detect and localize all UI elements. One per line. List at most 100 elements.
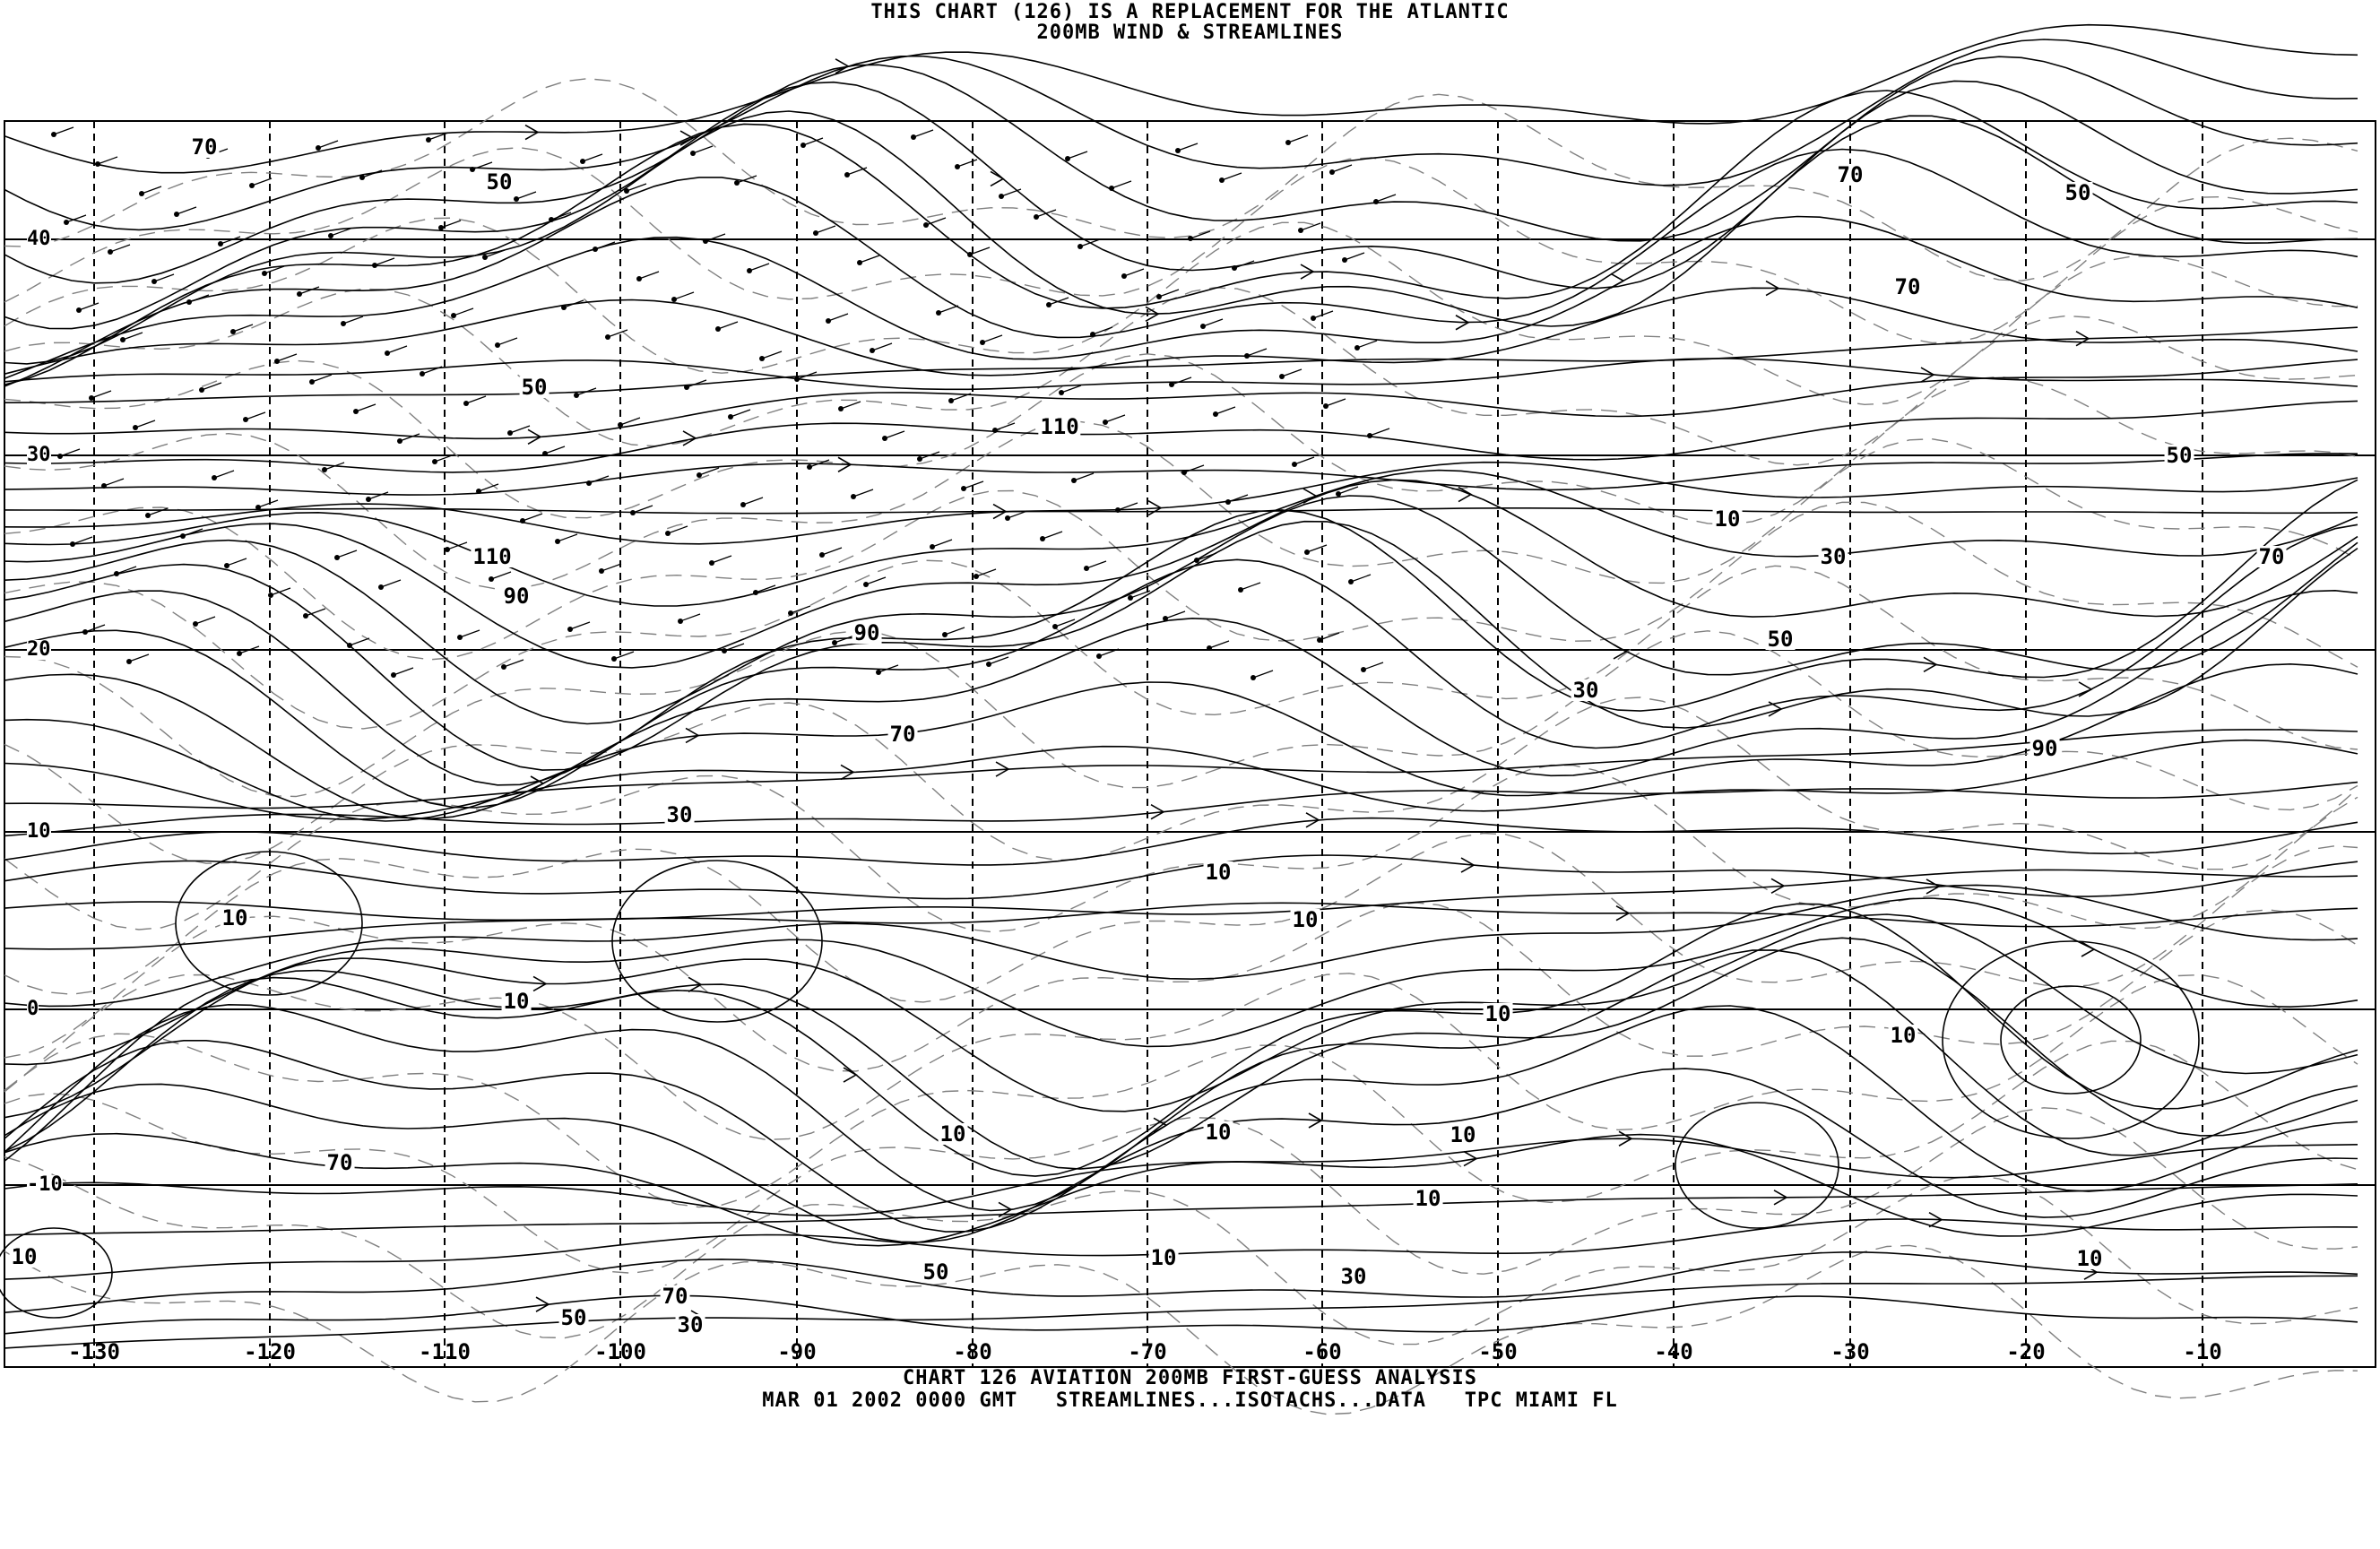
latitude-label: 40 [27,228,51,250]
wind-barb [465,395,487,404]
streamline-arrow [682,430,697,446]
streamline-arrow [1300,264,1315,280]
streamline [4,39,2358,231]
isotach-label: 10 [1712,506,1743,532]
wind-barb [963,480,984,489]
wind-barb [988,656,1009,665]
wind-barb [342,316,364,325]
wind-barb [1246,348,1268,357]
isotach-label: 110 [1038,414,1081,439]
streamline-arrow [2078,681,2093,697]
wind-barb [264,265,285,274]
wind-barb [588,475,610,484]
wind-barb [673,291,695,300]
streamline [4,662,2358,822]
streamline-arrow [532,975,548,992]
wind-barb [53,126,74,135]
isotach-line [4,902,2358,1072]
wind-barb [1129,590,1151,599]
wind-barb [386,345,408,354]
streamline [4,884,2358,1008]
streamline [4,215,2358,379]
streamline [4,1275,2358,1349]
streamline-arrow [835,58,850,74]
streamline [4,507,2358,515]
wind-barb [299,286,320,295]
isotach-label: 10 [1203,860,1233,885]
wind-observations [51,126,1397,680]
streamline [4,80,2358,330]
wind-barb [686,379,707,388]
streamline-arrow [1765,280,1780,297]
isotach-line [4,146,2358,344]
isotach-label: 50 [558,1305,589,1330]
streamline-arrow [1926,878,1941,895]
streamline-arrow [1153,1117,1168,1133]
wind-barb [324,462,345,471]
wind-barb [790,605,811,614]
wind-barb [72,536,93,545]
isotach-label: 90 [501,584,532,609]
streamline [4,358,2358,391]
isotach-label: 70 [1892,274,1923,299]
streamline-arrow [530,775,545,792]
streamline-arrow [990,170,1005,187]
streamline-arrow [837,456,852,472]
streamline [4,869,2358,950]
circulation-streamline [2000,985,2142,1095]
latitude-label: 30 [27,444,51,466]
wind-barb [515,191,537,200]
streamline-arrow [1455,315,1470,331]
wind-barb [305,608,326,617]
streamline-arrow [535,1296,550,1312]
latitude-label: -10 [27,1173,63,1196]
wind-barb [103,478,125,487]
wind-barb [1344,252,1365,261]
isotach-label: 10 [1483,1001,1513,1026]
isotach-label: 90 [852,620,882,645]
longitude-label: -60 [1303,1339,1342,1364]
streamline-arrow [1920,367,1935,383]
wind-barb [749,263,770,272]
streamline [4,359,2358,440]
wind-barb [925,217,947,226]
wind-barb [1117,502,1138,511]
wind-barb [878,664,899,673]
wind-barb [490,571,512,580]
wind-barb [393,667,414,676]
chart-footer-title: CHART 126 AVIATION 200MB FIRST-GUESS ANA… [902,1367,1478,1389]
wind-barb [1158,289,1180,298]
isotach-label: 30 [675,1312,705,1337]
wind-barb [994,422,1016,431]
wind-barb [368,491,389,500]
isotach-label: 10 [1148,1245,1179,1270]
circulation-streamline [175,851,363,996]
wind-barb [453,307,474,316]
streamline [4,479,2358,786]
isotach-label: 50 [484,169,515,195]
isotach-label: 70 [325,1150,355,1175]
wind-barb [1233,260,1255,269]
streamline-arrow [1458,486,1473,503]
isotach-line [4,353,2358,525]
wind-barb [1060,385,1082,394]
streamline-arrow [843,1067,858,1083]
streamline [4,1005,2358,1233]
streamline [4,524,2358,809]
isotach-line [4,559,2358,750]
wind-barb [1337,486,1359,495]
isotach-label: 10 [1888,1023,1918,1048]
wind-barb [594,241,616,250]
wind-barb [884,430,905,439]
wind-barb [705,233,726,242]
streamline [4,495,2358,725]
wind-barb [330,228,351,237]
wind-barb [65,214,87,223]
circulation-streamline [0,1227,113,1319]
streamline [4,23,2358,174]
wind-barb [522,513,543,522]
longitude-label: -50 [1478,1339,1518,1364]
streamline [4,453,2358,496]
isotach-label: 110 [471,544,514,569]
streamline-arrow [524,124,540,141]
